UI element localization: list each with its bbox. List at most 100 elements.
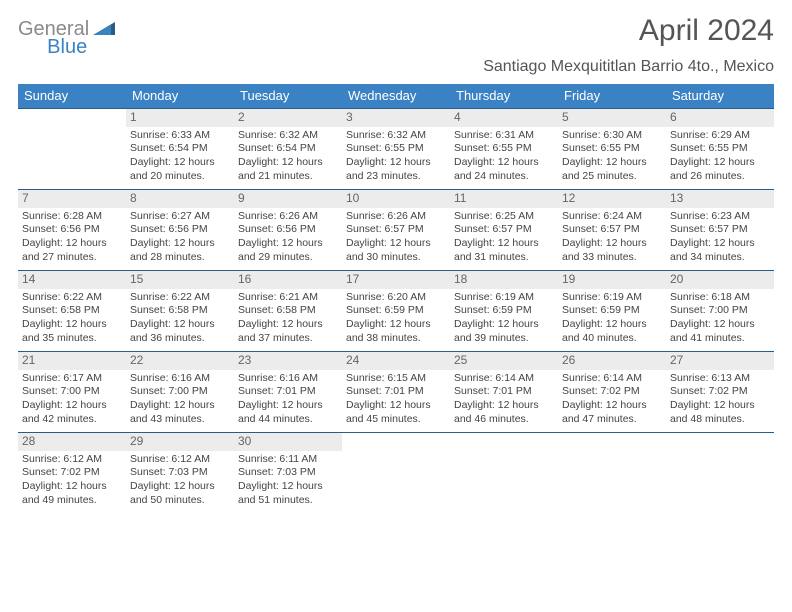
- daylight-text: and 26 minutes.: [670, 170, 770, 184]
- header: General Blue April 2024 Santiago Mexquit…: [18, 14, 774, 76]
- title-block: April 2024 Santiago Mexquititlan Barrio …: [483, 14, 774, 76]
- daylight-text: and 31 minutes.: [454, 251, 554, 265]
- sunset-text: Sunset: 6:55 PM: [670, 142, 770, 156]
- dow-thursday: Thursday: [450, 84, 558, 108]
- daylight-text: Daylight: 12 hours: [130, 237, 230, 251]
- day-number: 20: [666, 271, 774, 289]
- daylight-text: and 48 minutes.: [670, 413, 770, 427]
- sunset-text: Sunset: 7:02 PM: [670, 385, 770, 399]
- day-cell: 16Sunrise: 6:21 AMSunset: 6:58 PMDayligh…: [234, 271, 342, 351]
- day-number: 7: [18, 190, 126, 208]
- sunset-text: Sunset: 6:57 PM: [562, 223, 662, 237]
- day-number: 11: [450, 190, 558, 208]
- daylight-text: and 36 minutes.: [130, 332, 230, 346]
- daylight-text: and 44 minutes.: [238, 413, 338, 427]
- daylight-text: Daylight: 12 hours: [562, 156, 662, 170]
- week-row: 21Sunrise: 6:17 AMSunset: 7:00 PMDayligh…: [18, 351, 774, 432]
- daylight-text: Daylight: 12 hours: [562, 237, 662, 251]
- day-cell: 10Sunrise: 6:26 AMSunset: 6:57 PMDayligh…: [342, 190, 450, 270]
- daylight-text: and 21 minutes.: [238, 170, 338, 184]
- daylight-text: and 41 minutes.: [670, 332, 770, 346]
- day-cell: 1Sunrise: 6:33 AMSunset: 6:54 PMDaylight…: [126, 109, 234, 189]
- daylight-text: Daylight: 12 hours: [22, 237, 122, 251]
- day-cell: 14Sunrise: 6:22 AMSunset: 6:58 PMDayligh…: [18, 271, 126, 351]
- daylight-text: and 28 minutes.: [130, 251, 230, 265]
- day-cell: 3Sunrise: 6:32 AMSunset: 6:55 PMDaylight…: [342, 109, 450, 189]
- sunset-text: Sunset: 6:55 PM: [454, 142, 554, 156]
- dow-sunday: Sunday: [18, 84, 126, 108]
- sunset-text: Sunset: 6:58 PM: [130, 304, 230, 318]
- sunrise-text: Sunrise: 6:19 AM: [454, 291, 554, 305]
- sunset-text: Sunset: 7:00 PM: [670, 304, 770, 318]
- sunrise-text: Sunrise: 6:33 AM: [130, 129, 230, 143]
- daylight-text: Daylight: 12 hours: [238, 480, 338, 494]
- sunset-text: Sunset: 7:03 PM: [238, 466, 338, 480]
- dow-wednesday: Wednesday: [342, 84, 450, 108]
- daylight-text: and 23 minutes.: [346, 170, 446, 184]
- daylight-text: Daylight: 12 hours: [454, 318, 554, 332]
- dow-tuesday: Tuesday: [234, 84, 342, 108]
- sunrise-text: Sunrise: 6:16 AM: [130, 372, 230, 386]
- days-of-week-header: Sunday Monday Tuesday Wednesday Thursday…: [18, 84, 774, 108]
- daylight-text: Daylight: 12 hours: [346, 237, 446, 251]
- day-cell: 28Sunrise: 6:12 AMSunset: 7:02 PMDayligh…: [18, 433, 126, 513]
- sunset-text: Sunset: 6:56 PM: [22, 223, 122, 237]
- daylight-text: Daylight: 12 hours: [562, 318, 662, 332]
- sunset-text: Sunset: 6:56 PM: [238, 223, 338, 237]
- sunrise-text: Sunrise: 6:25 AM: [454, 210, 554, 224]
- day-cell: 20Sunrise: 6:18 AMSunset: 7:00 PMDayligh…: [666, 271, 774, 351]
- daylight-text: Daylight: 12 hours: [130, 156, 230, 170]
- sunrise-text: Sunrise: 6:19 AM: [562, 291, 662, 305]
- sunset-text: Sunset: 7:03 PM: [130, 466, 230, 480]
- day-cell: 11Sunrise: 6:25 AMSunset: 6:57 PMDayligh…: [450, 190, 558, 270]
- daylight-text: Daylight: 12 hours: [670, 318, 770, 332]
- day-number: 28: [18, 433, 126, 451]
- day-cell: 22Sunrise: 6:16 AMSunset: 7:00 PMDayligh…: [126, 352, 234, 432]
- daylight-text: and 51 minutes.: [238, 494, 338, 508]
- sunrise-text: Sunrise: 6:22 AM: [130, 291, 230, 305]
- sunrise-text: Sunrise: 6:16 AM: [238, 372, 338, 386]
- daylight-text: and 34 minutes.: [670, 251, 770, 265]
- day-cell: 30Sunrise: 6:11 AMSunset: 7:03 PMDayligh…: [234, 433, 342, 513]
- sunset-text: Sunset: 7:00 PM: [22, 385, 122, 399]
- sunset-text: Sunset: 7:01 PM: [454, 385, 554, 399]
- daylight-text: and 49 minutes.: [22, 494, 122, 508]
- month-title: April 2024: [483, 14, 774, 48]
- week-row: 1Sunrise: 6:33 AMSunset: 6:54 PMDaylight…: [18, 108, 774, 189]
- sunrise-text: Sunrise: 6:31 AM: [454, 129, 554, 143]
- sunset-text: Sunset: 6:55 PM: [346, 142, 446, 156]
- sunrise-text: Sunrise: 6:11 AM: [238, 453, 338, 467]
- daylight-text: and 27 minutes.: [22, 251, 122, 265]
- day-number: 19: [558, 271, 666, 289]
- sunrise-text: Sunrise: 6:12 AM: [130, 453, 230, 467]
- sunrise-text: Sunrise: 6:23 AM: [670, 210, 770, 224]
- brand-word-blue: Blue: [47, 36, 87, 59]
- day-cell: 6Sunrise: 6:29 AMSunset: 6:55 PMDaylight…: [666, 109, 774, 189]
- sunrise-text: Sunrise: 6:15 AM: [346, 372, 446, 386]
- daylight-text: Daylight: 12 hours: [238, 399, 338, 413]
- sunrise-text: Sunrise: 6:30 AM: [562, 129, 662, 143]
- daylight-text: Daylight: 12 hours: [22, 399, 122, 413]
- daylight-text: and 24 minutes.: [454, 170, 554, 184]
- day-number: 1: [126, 109, 234, 127]
- sunrise-text: Sunrise: 6:28 AM: [22, 210, 122, 224]
- day-cell: 2Sunrise: 6:32 AMSunset: 6:54 PMDaylight…: [234, 109, 342, 189]
- day-number: 26: [558, 352, 666, 370]
- dow-monday: Monday: [126, 84, 234, 108]
- sunset-text: Sunset: 7:00 PM: [130, 385, 230, 399]
- day-cell: [18, 109, 126, 189]
- daylight-text: and 47 minutes.: [562, 413, 662, 427]
- daylight-text: and 45 minutes.: [346, 413, 446, 427]
- day-number: 24: [342, 352, 450, 370]
- daylight-text: and 30 minutes.: [346, 251, 446, 265]
- daylight-text: Daylight: 12 hours: [670, 156, 770, 170]
- sunrise-text: Sunrise: 6:24 AM: [562, 210, 662, 224]
- sunset-text: Sunset: 7:02 PM: [562, 385, 662, 399]
- sunset-text: Sunset: 6:59 PM: [562, 304, 662, 318]
- daylight-text: Daylight: 12 hours: [670, 237, 770, 251]
- sunrise-text: Sunrise: 6:32 AM: [238, 129, 338, 143]
- sunset-text: Sunset: 7:02 PM: [22, 466, 122, 480]
- sunrise-text: Sunrise: 6:22 AM: [22, 291, 122, 305]
- day-number: 14: [18, 271, 126, 289]
- day-cell: 15Sunrise: 6:22 AMSunset: 6:58 PMDayligh…: [126, 271, 234, 351]
